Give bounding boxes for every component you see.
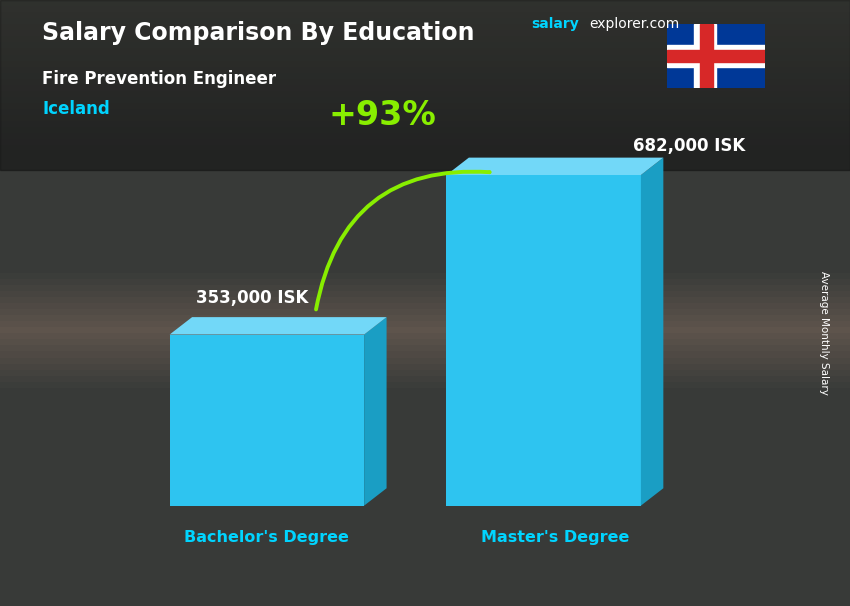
- Text: 682,000 ISK: 682,000 ISK: [633, 137, 745, 155]
- Polygon shape: [364, 317, 387, 505]
- Text: Average Monthly Salary: Average Monthly Salary: [819, 271, 829, 395]
- Polygon shape: [170, 335, 364, 505]
- FancyArrowPatch shape: [316, 171, 490, 310]
- Bar: [0, 0, 850, 170]
- Polygon shape: [446, 175, 641, 505]
- Text: Bachelor's Degree: Bachelor's Degree: [184, 530, 349, 545]
- Text: 353,000 ISK: 353,000 ISK: [196, 289, 309, 307]
- Text: +93%: +93%: [329, 99, 437, 132]
- Polygon shape: [641, 158, 663, 505]
- Bar: [667, 45, 765, 67]
- Text: explorer.com: explorer.com: [589, 17, 679, 31]
- Text: Fire Prevention Engineer: Fire Prevention Engineer: [42, 70, 276, 88]
- Text: salary: salary: [531, 17, 579, 31]
- Polygon shape: [170, 317, 387, 335]
- Bar: [700, 24, 713, 88]
- Bar: [694, 24, 716, 88]
- Text: Salary Comparison By Education: Salary Comparison By Education: [42, 21, 475, 45]
- Text: Iceland: Iceland: [42, 100, 110, 118]
- Polygon shape: [446, 158, 663, 175]
- Bar: [667, 50, 765, 62]
- Text: Master's Degree: Master's Degree: [481, 530, 629, 545]
